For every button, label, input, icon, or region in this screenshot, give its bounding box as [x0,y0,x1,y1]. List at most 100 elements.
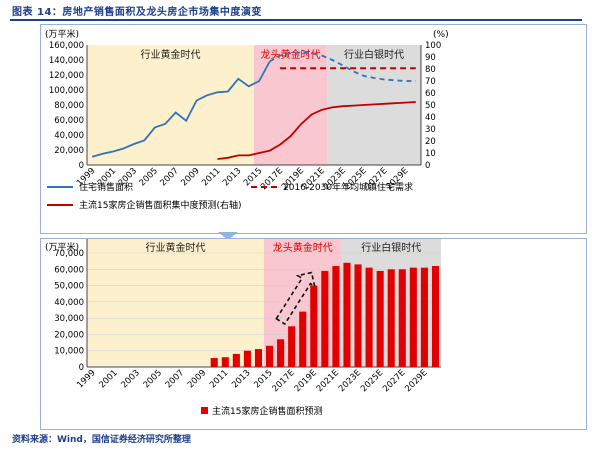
figure-header: 图表 14：房地产销售面积及龙头房企市场集中度演变 [0,0,592,22]
down-arrow-icon [218,232,238,240]
x-tick-label: 2005 [142,368,164,390]
zone-label: 龙头黄金时代 [273,241,333,254]
legend-label: 住宅销售面积 [79,181,133,193]
bar [354,264,362,367]
x-tick-label: 2019E [293,368,319,394]
bar-chart-panel: 行业黄金时代 龙头黄金时代 行业白银时代 (万平米) 0 10,000 20,000 30,0… [40,238,587,430]
line-chart-panel: 行业黄金时代 龙头黄金时代 行业白银时代 (万平米) (%) 0 20,000 40,000 6… [40,24,587,234]
legend-swatch [201,407,208,414]
bar [265,345,274,367]
x-tick-label: 2009 [179,166,201,188]
y-tick-right: 20 [425,137,436,147]
y-tick-right: 40 [425,113,436,123]
y-tick: 60,000 [54,265,84,275]
bar [299,311,307,367]
bar [376,270,384,367]
zone-band [254,45,328,165]
growth-arrow-icon [275,271,316,326]
y-tick-right: 100 [425,41,441,51]
bar [310,285,318,367]
y-tick-right: 30 [425,125,436,135]
bar [365,267,373,367]
y-tick: 10,000 [54,347,84,357]
y-axis-unit-right: (%) [433,30,449,40]
x-tick-label: 2025E [359,368,385,394]
x-tick-label: 2011 [200,166,222,188]
y-tick-left: 0 [79,161,84,171]
bar [243,350,251,367]
legend-label: 主流15家房企销售面积预测 [212,405,322,417]
arrow-outline [275,271,316,326]
y-axis-unit: (万平米) [45,241,79,253]
y-tick-left: 100,000 [49,86,84,96]
y-tick-left: 160,000 [49,41,84,51]
bar [431,266,440,367]
bar [387,269,395,367]
y-tick-left: 60,000 [54,116,84,126]
x-tick-label: 2023E [337,368,363,394]
bar [409,267,417,367]
y-tick-right: 0 [425,161,430,171]
bar [210,358,218,367]
y-tick-left: 20,000 [54,146,84,156]
zone-band [87,239,264,367]
y-tick-right: 80 [425,65,436,75]
x-tick-label: 2013 [230,368,252,390]
bar [398,269,406,367]
bar [221,357,229,367]
bar [254,349,263,367]
zone-label: 龙头黄金时代 [261,48,321,61]
y-tick: 70,000 [54,249,84,259]
y-tick-left: 120,000 [49,71,84,81]
zone-label: 行业白银时代 [344,48,404,61]
bar [277,339,285,367]
bar [288,326,296,367]
y-axis-unit-left: (万平米) [45,28,79,40]
legend-label: 主流15家房企销售面积集中度预测(右轴) [79,199,241,211]
source-note: 资料来源：Wind，国信证券经济研究所整理 [12,435,191,445]
series-line [217,101,416,160]
y-tick: 0 [79,363,84,373]
x-tick-label: 2029E [403,368,429,394]
x-tick-label: 2003 [120,368,142,390]
series-line [269,51,416,82]
zone-band [87,45,254,165]
y-tick-right: 60 [425,89,436,99]
y-tick: 30,000 [54,314,84,324]
y-tick-right: 90 [425,53,436,63]
header-rule [10,19,582,21]
x-tick-label: 2007 [158,166,180,188]
x-tick-label: 2027E [381,368,407,394]
x-tick-label: 2021E [315,368,341,394]
bar [232,353,240,367]
x-tick-label: 2007 [164,368,186,390]
y-tick-left: 40,000 [54,131,84,141]
y-tick-right: 70 [425,77,436,87]
y-tick: 40,000 [54,298,84,308]
x-tick-label: 2009 [186,368,208,390]
figure-title: 图表 14：房地产销售面积及龙头房企市场集中度演变 [12,7,262,18]
y-tick-left: 80,000 [54,101,84,111]
bar [420,267,428,367]
zone-label: 行业黄金时代 [141,48,201,61]
y-tick: 20,000 [54,330,84,340]
x-tick-label: 2013 [221,166,243,188]
x-tick-label: 2001 [97,368,119,390]
y-tick-left: 140,000 [49,56,84,66]
bar [343,262,351,367]
zone-label: 行业白银时代 [361,241,421,254]
bar-chart: 行业黄金时代 龙头黄金时代 行业白银时代 (万平米) 0 10,000 20,000 30,0… [45,239,441,417]
x-tick-label: 2011 [208,368,230,390]
legend-label: 2016-2030年年均城镇住宅需求 [283,181,413,193]
bar [321,270,329,367]
x-tick-label: 2005 [138,166,160,188]
line-chart: 行业黄金时代 龙头黄金时代 行业白银时代 (万平米) (%) 0 20,000 40,000 6… [45,28,449,211]
y-tick-right: 10 [425,149,436,159]
bar [332,266,340,367]
x-tick-label: 2017E [271,368,297,394]
y-tick-right: 50 [425,101,436,111]
x-tick-label: 2017E [259,166,285,192]
zone-label: 行业黄金时代 [146,241,206,254]
series-line [91,61,271,158]
y-tick: 50,000 [54,282,84,292]
